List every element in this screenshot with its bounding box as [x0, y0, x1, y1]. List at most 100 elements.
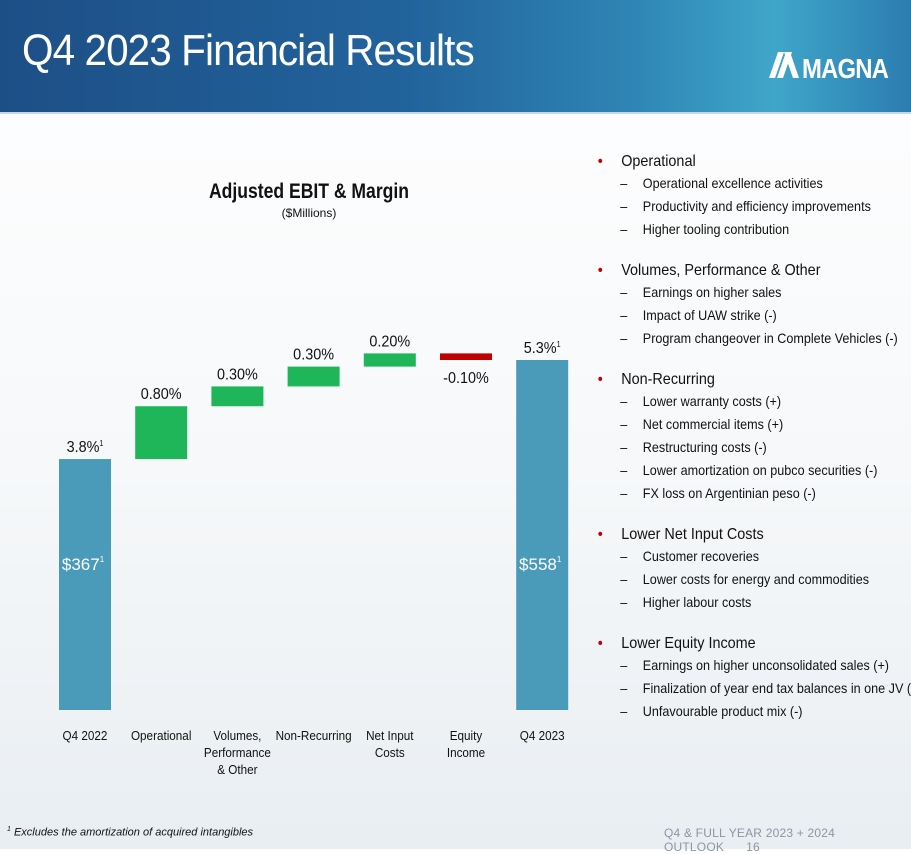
dash-icon: – — [620, 175, 628, 191]
data-label: 5.3%1 — [524, 339, 561, 357]
dash-icon: – — [620, 485, 628, 501]
chart-subtitle: ($Millions) — [282, 206, 337, 220]
data-label: -0.10% — [443, 369, 489, 387]
dash-icon: – — [620, 307, 628, 323]
bullet-icon: • — [597, 153, 603, 170]
note-title: • Volumes, Performance & Other — [596, 261, 875, 281]
footnote-mark: 1 — [99, 439, 103, 448]
footnote-mark: 1 — [100, 555, 105, 564]
note-item: – Lower costs for energy and commodities — [596, 568, 875, 591]
data-label-text: 5.3% — [524, 339, 557, 357]
data-label: 0.30% — [293, 346, 334, 364]
category-label-line: Volumes, — [213, 728, 261, 743]
note-item: – Lower amortization on pubco securities … — [596, 459, 878, 482]
category-label-line: Costs — [375, 745, 405, 760]
note-item-text: Customer recoveries — [642, 548, 760, 564]
footnote-mark: 1 — [557, 555, 562, 564]
value-label-text: $558 — [519, 555, 557, 574]
note-item-text: Unfavourable product mix (-) — [642, 703, 803, 719]
note-item-text: Productivity and efficiency improvements — [642, 198, 871, 214]
note-item-text: Lower costs for energy and commodities — [642, 571, 870, 587]
dash-icon: – — [620, 462, 628, 478]
note-item: – Earnings on higher sales — [596, 281, 875, 304]
total-bar — [59, 459, 111, 710]
note-group: • Volumes, Performance & Other – Earnings o… — [596, 261, 906, 350]
dash-icon: – — [620, 571, 628, 587]
note-title: • Lower Equity Income — [596, 634, 875, 654]
data-label: 0.30% — [217, 366, 258, 384]
slide-header: Q4 2023 Financial Results MAGNA — [0, 0, 911, 114]
dash-icon: – — [620, 703, 628, 719]
note-item-text: Higher tooling contribution — [642, 221, 790, 237]
note-item-text: Impact of UAW strike (-) — [642, 307, 777, 323]
bullet-icon: • — [597, 526, 603, 543]
category-label: Net Input Costs — [366, 728, 414, 760]
note-item-text: Operational excellence activities — [642, 175, 823, 191]
note-item: – Higher tooling contribution — [596, 218, 875, 241]
delta-bar — [211, 386, 264, 407]
value-label: $3671 — [62, 555, 105, 574]
value-label-text: $367 — [62, 555, 100, 574]
category-label-line: Performance — [204, 745, 271, 760]
data-label: 3.8%1 — [67, 438, 104, 456]
note-item-text: Restructuring costs (-) — [642, 439, 767, 455]
note-item: – Earnings on higher unconsolidated sales… — [596, 654, 889, 677]
dash-icon: – — [620, 657, 628, 673]
note-item-text: Lower warranty costs (+) — [642, 393, 782, 409]
dash-icon: – — [620, 198, 628, 214]
note-item-text: Earnings on higher unconsolidated sales … — [642, 657, 890, 673]
footnote-mark: 1 — [7, 826, 11, 833]
slide-footer: Q4 & FULL YEAR 2023 + 2024 OUTLOOK 16 — [664, 826, 911, 854]
footnote-text: Excludes the amortization of acquired in… — [13, 826, 254, 839]
bullet-icon: • — [597, 371, 603, 388]
category-label: Q4 2023 — [520, 728, 565, 743]
note-group: • Operational – Operational excellence acti… — [596, 152, 906, 241]
footnote-mark: 1 — [557, 340, 561, 349]
dash-icon: – — [620, 393, 628, 409]
value-label: $5581 — [519, 555, 562, 574]
note-item-text: Net commercial items (+) — [642, 416, 784, 432]
magna-logo: MAGNA — [769, 52, 890, 84]
note-item-text: FX loss on Argentinian peso (-) — [642, 485, 816, 501]
category-label-line: Net Input — [366, 728, 414, 743]
note-item: – Net commercial items (+) — [596, 413, 875, 436]
dash-icon: – — [620, 680, 628, 696]
waterfall-chart: Adjusted EBIT & Margin ($Millions) 3.8%1… — [59, 180, 569, 777]
note-item: – Finalization of year end tax balances i… — [596, 677, 911, 700]
bullet-icon: • — [597, 635, 603, 652]
category-label: Volumes, Performance & Other — [204, 728, 271, 777]
category-label: Operational — [131, 728, 191, 743]
note-item: – Productivity and efficiency improvement… — [596, 195, 875, 218]
chart-title: Adjusted EBIT & Margin — [209, 180, 409, 203]
category-label: Non-Recurring — [276, 728, 352, 743]
note-item: – Higher labour costs — [596, 591, 875, 614]
data-label: 0.20% — [369, 333, 410, 351]
delta-bar — [287, 366, 340, 387]
dash-icon: – — [620, 548, 628, 564]
note-item-text: Program changeover in Complete Vehicles … — [642, 330, 898, 346]
footnote: 1 Excludes the amortization of acquired … — [7, 826, 253, 839]
note-title-text: Non-Recurring — [621, 371, 715, 388]
note-title: • Operational — [596, 152, 875, 172]
category-label-line: Q4 2023 — [520, 728, 565, 743]
total-bar — [516, 360, 569, 710]
note-item-text: Higher labour costs — [642, 594, 752, 610]
dash-icon: – — [620, 221, 628, 237]
note-group: • Non-Recurring – Lower warranty costs (+) –… — [596, 370, 906, 505]
logo-text: MAGNA — [802, 53, 889, 84]
note-title-text: Volumes, Performance & Other — [621, 262, 821, 279]
note-item: – Operational excellence activities — [596, 172, 875, 195]
note-item: – Restructuring costs (-) — [596, 436, 875, 459]
category-label-line: Q4 2022 — [63, 728, 108, 743]
category-label-line: Non-Recurring — [276, 728, 352, 743]
dash-icon: – — [620, 594, 628, 610]
category-label-line: Operational — [131, 728, 191, 743]
slide-title: Q4 2023 Financial Results — [22, 26, 475, 75]
note-item-text: Lower amortization on pubco securities (… — [642, 462, 878, 478]
category-label-line: & Other — [217, 762, 257, 777]
dash-icon: – — [620, 416, 628, 432]
note-title-text: Operational — [621, 153, 696, 170]
note-item: – FX loss on Argentinian peso (-) — [596, 482, 875, 505]
delta-bar — [363, 353, 416, 367]
